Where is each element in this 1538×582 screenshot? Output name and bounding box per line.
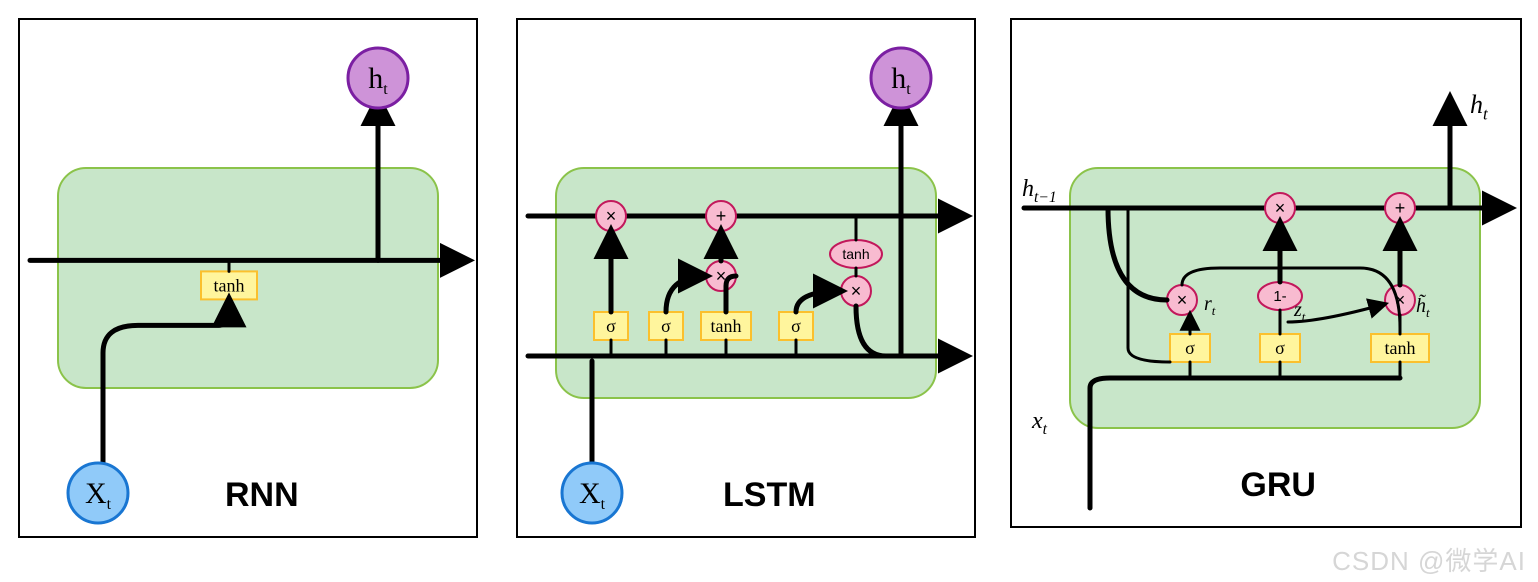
- out-mult-label: ×: [851, 281, 862, 301]
- gru-title: GRU: [1240, 466, 1316, 505]
- gru-panel: ht−1×+htσσtanh×rt1-zt×h̃txt: [1010, 18, 1522, 528]
- reset-mult-label: ×: [1177, 290, 1188, 310]
- cand-gate-label: tanh: [1385, 338, 1416, 358]
- lstm-panel: ×+σσtanhσ×tanh×htXt: [516, 18, 976, 538]
- tanh-gate-label: tanh: [214, 275, 245, 295]
- rnn-panel: tanhhtXt: [18, 18, 478, 538]
- one-minus-label: 1-: [1273, 288, 1286, 305]
- top-mult-label: ×: [1275, 198, 1286, 218]
- cell-plus-label: +: [716, 206, 727, 226]
- top-plus-label: +: [1395, 198, 1406, 218]
- rnn-title: RNN: [225, 476, 299, 515]
- lstm-title: LSTM: [723, 476, 816, 515]
- diagram-canvas: tanhhtXtRNN×+σσtanhσ×tanh×htXtLSTMht−1×+…: [0, 0, 1538, 582]
- forget-gate-label: σ: [606, 316, 616, 336]
- out-tanh-label: tanh: [842, 246, 869, 262]
- input-gate-label: σ: [661, 316, 671, 336]
- output-gate-label: σ: [791, 316, 801, 336]
- forget-mult-label: ×: [606, 206, 617, 226]
- cand-gate-label: tanh: [711, 316, 742, 336]
- watermark: CSDN @微学AI: [1332, 541, 1526, 578]
- reset-gate-label: σ: [1185, 338, 1195, 358]
- update-gate-label: σ: [1275, 338, 1285, 358]
